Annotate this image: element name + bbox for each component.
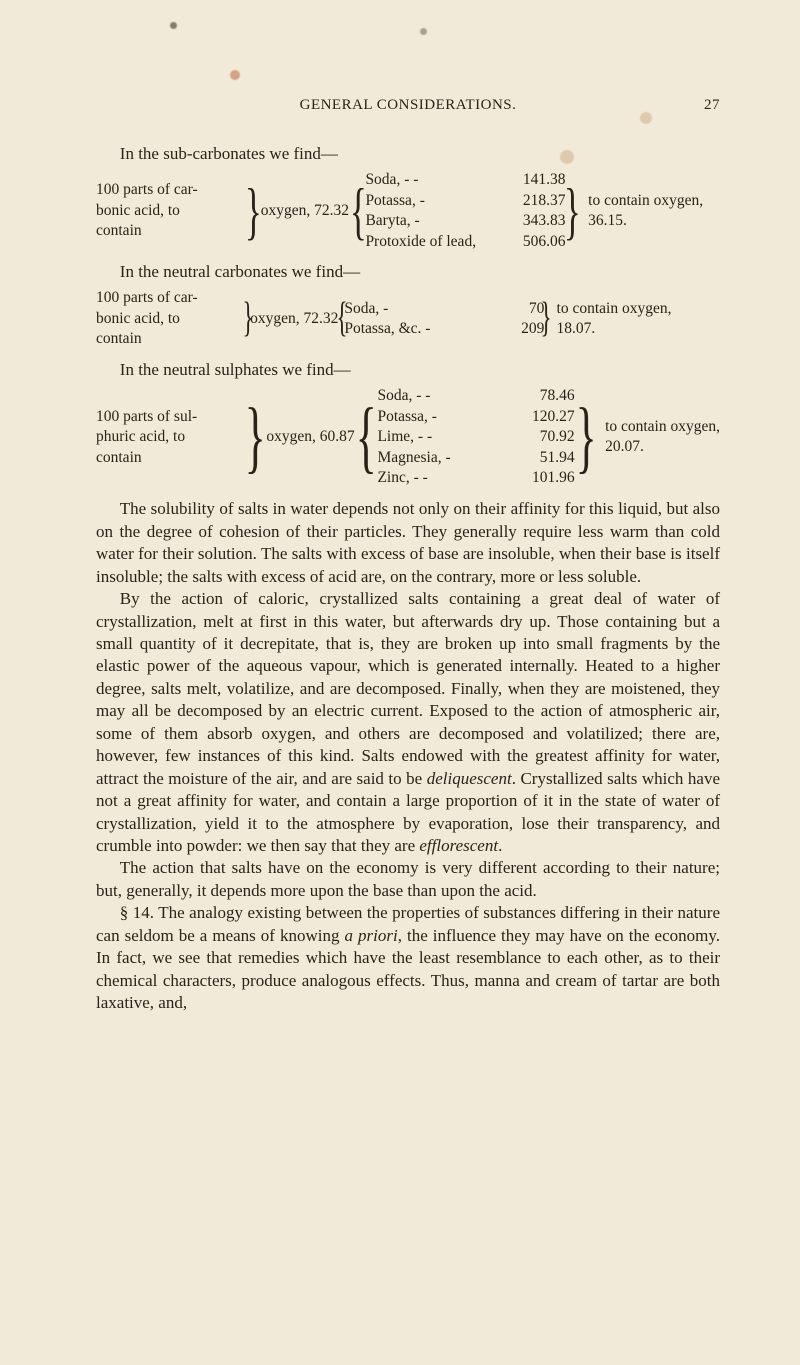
- book-page: GENERAL CONSIDERATIONS. 27 In the sub-ca…: [0, 0, 800, 1365]
- f3-item-4: Zinc, - -: [377, 468, 505, 488]
- f1-val-1: 218.37: [495, 191, 565, 211]
- f3-left-0: 100 parts of sul-: [96, 407, 244, 427]
- f3-val-2: 70.92: [506, 427, 575, 447]
- p4-em: a priori: [345, 926, 398, 945]
- formula-neutral-sulphates: 100 parts of sul- phuric acid, to contai…: [96, 386, 720, 488]
- f1-left-1: bonic acid, to: [96, 201, 246, 221]
- intro-line-2: In the neutral carbonates we find—: [96, 262, 720, 282]
- f3-val-4: 101.96: [506, 468, 575, 488]
- brace-icon: [575, 401, 596, 473]
- f2-mid: oxygen, 72.32: [250, 309, 340, 329]
- paragraph-2: By the action of caloric, crystallized s…: [96, 588, 720, 857]
- f3-val-0: 78.46: [506, 386, 575, 406]
- paragraph-3: The action that salts have on the econom…: [96, 857, 720, 902]
- f1-item-3: Protoxide of lead,: [365, 232, 495, 252]
- f1-mid: oxygen, 72.32: [261, 201, 351, 221]
- formula-subcarbonates: 100 parts of car- bonic acid, to contain…: [96, 170, 720, 252]
- f3-item-3: Magnesia, -: [377, 448, 505, 468]
- f2-item-0: Soda, -: [344, 299, 474, 319]
- f1-val-3: 506.06: [495, 232, 565, 252]
- f3-left-1: phuric acid, to: [96, 427, 244, 447]
- f1-left-2: contain: [96, 221, 246, 241]
- brace-icon: [245, 401, 266, 473]
- f1-right-0: to contain oxygen,: [588, 191, 720, 211]
- brace-icon: [243, 300, 254, 338]
- f1-val-0: 141.38: [495, 170, 565, 190]
- brace-icon: [356, 401, 377, 473]
- f3-right-0: to contain oxygen,: [605, 417, 720, 437]
- running-head-title: GENERAL CONSIDERATIONS.: [136, 96, 680, 116]
- f3-val-3: 51.94: [506, 448, 575, 468]
- intro-line-1: In the sub-carbonates we find—: [96, 144, 720, 164]
- brace-icon: [350, 182, 367, 240]
- f3-item-1: Potassa, -: [377, 407, 505, 427]
- f2-left-2: contain: [96, 329, 246, 349]
- f1-left-0: 100 parts of car-: [96, 180, 246, 200]
- f3-left-2: contain: [96, 448, 244, 468]
- f2-left-0: 100 parts of car-: [96, 288, 246, 308]
- f1-item-1: Potassa, -: [365, 191, 495, 211]
- f1-item-2: Baryta, -: [365, 211, 495, 231]
- paragraph-1: The solubility of salts in water depends…: [96, 498, 720, 588]
- f1-item-0: Soda, - -: [365, 170, 495, 190]
- f2-right-1: 18.07.: [557, 319, 720, 339]
- f3-item-2: Lime, - -: [377, 427, 505, 447]
- brace-icon: [245, 182, 262, 240]
- f2-val-0: 70: [474, 299, 544, 319]
- brace-icon: [337, 300, 348, 338]
- body-text: The solubility of salts in water depends…: [96, 498, 720, 1014]
- f1-val-2: 343.83: [495, 211, 565, 231]
- brace-icon: [564, 182, 581, 240]
- f2-val-1: 209: [474, 319, 544, 339]
- brace-icon: [541, 300, 552, 338]
- intro-line-3: In the neutral sulphates we find—: [96, 360, 720, 380]
- f1-right-1: 36.15.: [588, 211, 720, 231]
- f3-val-1: 120.27: [506, 407, 575, 427]
- f3-item-0: Soda, - -: [377, 386, 505, 406]
- p2a: By the action of caloric, crystallized s…: [96, 589, 720, 788]
- p2c: .: [498, 836, 502, 855]
- p2-em2: efflorescent: [419, 836, 498, 855]
- f2-item-1: Potassa, &c. -: [344, 319, 474, 339]
- page-number: 27: [680, 96, 720, 116]
- p2-em1: deliquescent: [427, 769, 512, 788]
- paragraph-4: § 14. The analogy existing between the p…: [96, 902, 720, 1014]
- formula-neutral-carbonates: 100 parts of car- bonic acid, to contain…: [96, 288, 720, 349]
- f2-left-1: bonic acid, to: [96, 309, 246, 329]
- f3-right-1: 20.07.: [605, 437, 720, 457]
- running-head: GENERAL CONSIDERATIONS. 27: [96, 96, 720, 116]
- f3-mid: oxygen, 60.87: [266, 427, 355, 447]
- f2-right-0: to contain oxygen,: [557, 299, 720, 319]
